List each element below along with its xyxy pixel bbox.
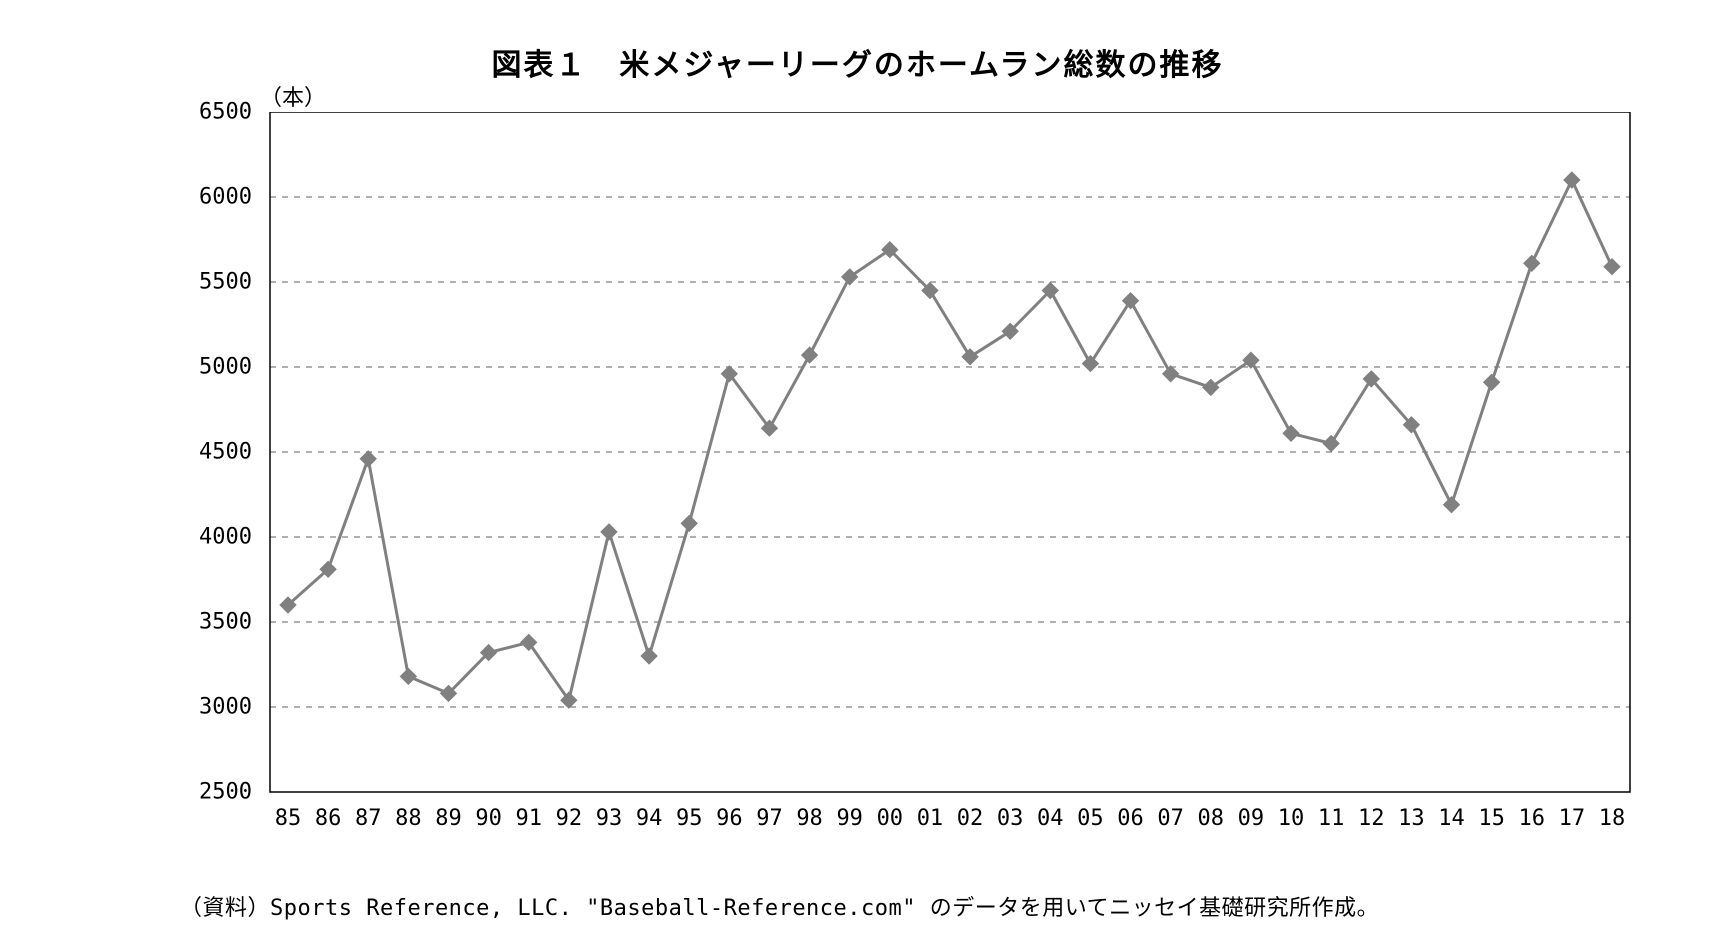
x-tick-label: 99 [836,806,863,831]
x-tick-label: 18 [1599,806,1626,831]
x-tick-label: 03 [997,806,1024,831]
x-tick-label: 01 [917,806,944,831]
x-tick-label: 91 [515,806,542,831]
x-tick-label: 98 [796,806,823,831]
x-tick-label: 10 [1278,806,1305,831]
x-tick-label: 04 [1037,806,1064,831]
y-tick-label: 6500 [60,100,252,125]
x-tick-label: 00 [877,806,904,831]
x-tick-label: 90 [475,806,502,831]
page-root: 図表１ 米メジャーリーグのホームラン総数の推移 （本） （年シーズン） 2500… [0,0,1715,951]
x-tick-label: 86 [315,806,342,831]
x-tick-label: 87 [355,806,382,831]
x-tick-label: 88 [395,806,422,831]
x-tick-label: 07 [1157,806,1184,831]
x-tick-label: 16 [1519,806,1546,831]
x-tick-label: 08 [1198,806,1225,831]
x-tick-label: 12 [1358,806,1385,831]
x-tick-label: 11 [1318,806,1345,831]
x-tick-label: 13 [1398,806,1425,831]
x-tick-label: 02 [957,806,984,831]
y-tick-label: 6000 [60,185,252,210]
y-tick-label: 4500 [60,440,252,465]
source-footnote: （資料）Sports Reference, LLC. "Baseball-Ref… [180,890,1655,922]
chart-container: （本） （年シーズン） 2500300035004000450050005500… [60,112,1660,852]
x-tick-label: 92 [556,806,583,831]
x-tick-label: 89 [435,806,462,831]
x-tick-label: 94 [636,806,663,831]
y-tick-label: 5500 [60,270,252,295]
x-tick-label: 85 [275,806,302,831]
x-tick-label: 05 [1077,806,1104,831]
y-tick-label: 4000 [60,525,252,550]
x-tick-label: 15 [1478,806,1505,831]
y-axis-unit-label: （本） [260,80,326,112]
x-tick-label: 93 [596,806,623,831]
x-tick-label: 14 [1438,806,1465,831]
x-tick-label: 09 [1238,806,1265,831]
y-tick-label: 5000 [60,355,252,380]
x-tick-label: 95 [676,806,703,831]
y-tick-label: 3500 [60,610,252,635]
x-tick-label: 97 [756,806,783,831]
x-tick-label: 17 [1559,806,1586,831]
chart-svg [60,112,1660,852]
chart-title: 図表１ 米メジャーリーグのホームラン総数の推移 [60,40,1655,84]
y-tick-label: 2500 [60,780,252,805]
x-tick-label: 96 [716,806,743,831]
y-tick-label: 3000 [60,695,252,720]
x-tick-label: 06 [1117,806,1144,831]
